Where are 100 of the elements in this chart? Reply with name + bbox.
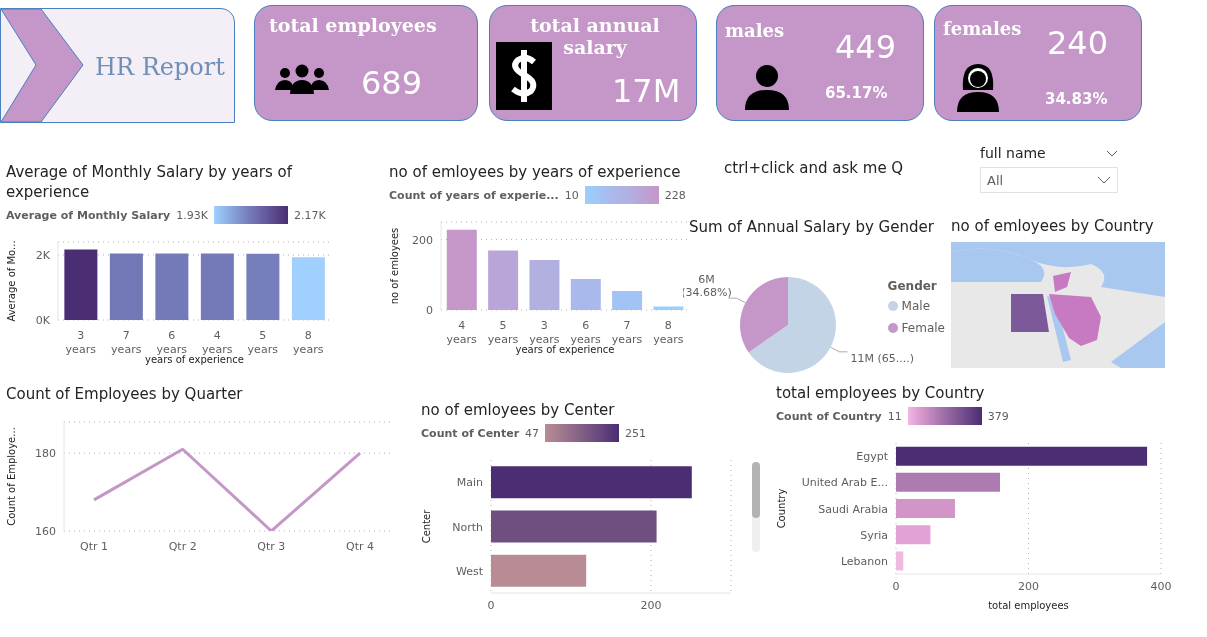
bar [529,260,560,310]
text: total employees [269,14,437,36]
text: HR Report [95,53,225,81]
y-tick-label: 2K [35,248,51,262]
y-tick-label: United Arab E... [801,476,888,490]
bar [896,525,931,545]
bar [64,249,98,320]
x-tick-label: 3 years [529,319,560,346]
bar [291,257,325,320]
text: full name [980,145,1046,161]
pie-slice [740,277,788,353]
bar [491,466,692,499]
text: ctrl+click and ask me Q [724,158,904,178]
x-tick-label: 400 [1150,579,1172,593]
y-axis-title: Center [420,508,432,544]
x-tick-label: 6 years [570,319,602,346]
bar [896,446,1148,466]
bar [570,279,601,310]
x-tick-label: 8 years [653,319,684,346]
x-tick-label: 0 [892,579,900,593]
color-bar-title: Count of years of experie... [389,188,559,202]
color-bar-title: Average of Monthly Salary [6,208,171,222]
chart-title: Count of Employees by Quarter [6,384,244,404]
bar [155,253,189,320]
legend-label: Male [901,299,931,313]
y-tick-label: Lebanon [840,554,889,568]
text: 2.17K [293,208,326,222]
x-axis-title: years of experience [515,344,615,355]
bar [246,253,280,320]
x-tick-label: 7 years [611,319,643,346]
text: males [725,20,785,41]
text: total annual salary [530,14,660,58]
bar [109,253,143,320]
bar [488,250,519,310]
x-tick-label: 8 years [293,329,324,356]
x-tick-label: 3 years [65,329,97,356]
chart-title: Average of Monthly Salary by years of experience [6,162,294,202]
data-label: 11M (65....) [850,351,914,365]
text: 379 [987,409,1009,423]
x-tick-label: 200 [1018,579,1039,593]
text: 240 [1047,24,1109,62]
color-bar-title: Count of Center [421,426,520,440]
y-tick-label: Syria [860,528,888,542]
x-tick-label: 4 years [202,329,233,356]
chart-title: no of emloyees by Center [421,400,616,420]
x-tick-label: 4 years [446,319,478,346]
text: females [943,18,1022,39]
y-tick-label: Main [456,476,484,490]
legend-label: Female [901,321,945,335]
bar [200,253,234,320]
x-tick-label: 5 years [247,329,279,356]
text: no of emloyees by Country [951,216,1155,236]
text: 10 [564,188,579,202]
y-axis-title: Average of Mo... [5,240,17,322]
y-axis-title: Count of Employe... [5,427,17,526]
x-tick-label: 5 years [487,319,519,346]
text: 689 [361,64,423,102]
x-tick-label: 6 years [156,329,188,356]
x-tick-label: Qtr 2 [168,540,197,553]
chart-title: no of emloyees by years of experience [389,162,682,182]
y-tick-label: 0K [35,313,51,327]
color-bar-title: Count of Country [776,409,882,423]
y-tick-label: 160 [35,524,56,538]
text: 1.93K [176,208,208,222]
text: 449 [835,28,897,66]
text: All [987,172,1004,188]
x-axis-title: years of experience [145,354,244,365]
chart-title: Sum of Annual Salary by Gender [689,218,934,236]
text: 11 [887,409,902,423]
y-tick-label: 180 [35,447,56,461]
text: 47 [525,426,540,440]
pie-slice [748,277,836,373]
x-tick-label: Qtr 1 [80,540,108,553]
data-label: 6M (34.68%) [681,272,732,299]
bar [896,499,955,519]
text: 228 [664,188,686,202]
y-axis-title: no of emloyees [388,227,400,305]
chart-title: total employees by Country [776,383,986,403]
bar [491,554,587,587]
y-tick-label: Saudi Arabia [818,502,888,516]
bar [653,306,684,310]
text: 65.17% [825,84,888,102]
y-tick-label: Egypt [856,450,889,464]
bar [896,472,1001,492]
text: 34.83% [1045,90,1108,108]
bar [896,551,904,571]
bar [612,290,643,310]
y-tick-label: North [452,520,484,534]
text: 251 [625,426,647,440]
legend-title: Gender [887,279,938,293]
y-tick-label: West [455,564,484,578]
x-tick-label: Qtr 3 [257,540,286,553]
line-series [92,447,362,531]
bar [446,229,477,310]
x-axis-title: total employees [988,600,1069,611]
text: 17M [612,72,681,110]
x-tick-label: Qtr 4 [346,540,374,553]
x-tick-label: 7 years [111,329,142,356]
bar [491,510,657,543]
y-axis-title: Country [775,488,787,529]
